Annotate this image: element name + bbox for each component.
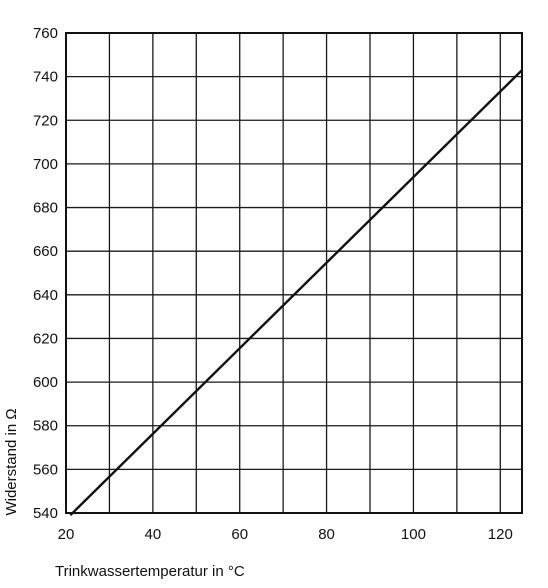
grid-layer bbox=[65, 32, 523, 514]
y-tick-labels: 540 560 580 600 620 640 660 680 700 720 740 760 bbox=[33, 25, 58, 522]
plot-border bbox=[65, 32, 523, 514]
x-tick-label-3: 80 bbox=[318, 526, 335, 543]
x-tick-label-1: 40 bbox=[145, 526, 162, 543]
series-layer bbox=[69, 69, 523, 517]
y-tick-label-1: 560 bbox=[33, 461, 58, 478]
y-tick-label-6: 660 bbox=[33, 243, 58, 260]
y-tick-label-0: 540 bbox=[33, 505, 58, 522]
y-tick-label-3: 600 bbox=[33, 374, 58, 391]
y-tick-label-10: 740 bbox=[33, 69, 58, 86]
y-tick-label-8: 700 bbox=[33, 156, 58, 173]
series-line-0 bbox=[69, 69, 523, 517]
x-tick-label-0: 20 bbox=[58, 526, 75, 543]
x-axis-title: Trinkwassertemperatur in °C bbox=[55, 563, 245, 580]
x-tick-label-2: 60 bbox=[231, 526, 248, 543]
plot-frame bbox=[65, 32, 523, 514]
y-tick-label-2: 580 bbox=[33, 418, 58, 435]
x-tick-label-4: 100 bbox=[401, 526, 426, 543]
y-axis-title: Widerstand in Ω bbox=[3, 408, 20, 515]
y-tick-label-5: 640 bbox=[33, 287, 58, 304]
y-tick-label-7: 680 bbox=[33, 200, 58, 217]
x-tick-labels: 20 40 60 80 100 120 bbox=[58, 526, 513, 543]
y-tick-label-4: 620 bbox=[33, 330, 58, 347]
x-tick-label-5: 120 bbox=[488, 526, 513, 543]
y-tick-label-11: 760 bbox=[33, 25, 58, 42]
y-tick-label-9: 720 bbox=[33, 112, 58, 129]
